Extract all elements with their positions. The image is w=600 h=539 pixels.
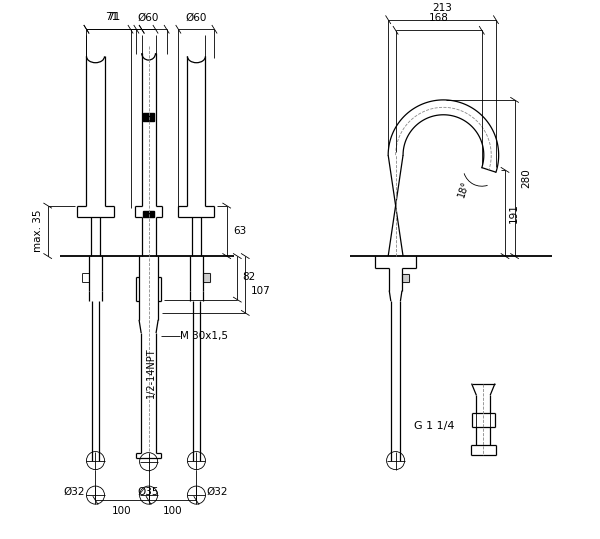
Text: 191: 191 — [509, 203, 519, 223]
Text: 1/2-14NPT: 1/2-14NPT — [146, 348, 156, 398]
Text: 107: 107 — [251, 286, 271, 295]
Bar — [203, 273, 210, 281]
Text: 100: 100 — [112, 506, 132, 516]
Bar — [143, 211, 154, 217]
Text: M 30x1,5: M 30x1,5 — [181, 331, 229, 341]
Text: 82: 82 — [242, 272, 256, 282]
Text: 71: 71 — [105, 12, 118, 22]
Text: 18°: 18° — [456, 179, 470, 198]
Text: 213: 213 — [432, 3, 452, 13]
Text: max. 35: max. 35 — [34, 210, 43, 252]
Text: Ø32: Ø32 — [207, 487, 229, 497]
Text: Ø35: Ø35 — [138, 487, 160, 497]
Text: 100: 100 — [163, 506, 182, 516]
Bar — [402, 274, 409, 281]
Bar — [143, 113, 154, 121]
Text: 168: 168 — [429, 13, 449, 23]
Text: G 1 1/4: G 1 1/4 — [413, 421, 454, 431]
Text: 71: 71 — [107, 12, 121, 22]
Text: 63: 63 — [233, 226, 247, 236]
Text: Ø60: Ø60 — [186, 12, 207, 22]
Text: Ø32: Ø32 — [64, 487, 85, 497]
Text: Ø60: Ø60 — [138, 12, 159, 22]
Text: 280: 280 — [521, 168, 531, 188]
